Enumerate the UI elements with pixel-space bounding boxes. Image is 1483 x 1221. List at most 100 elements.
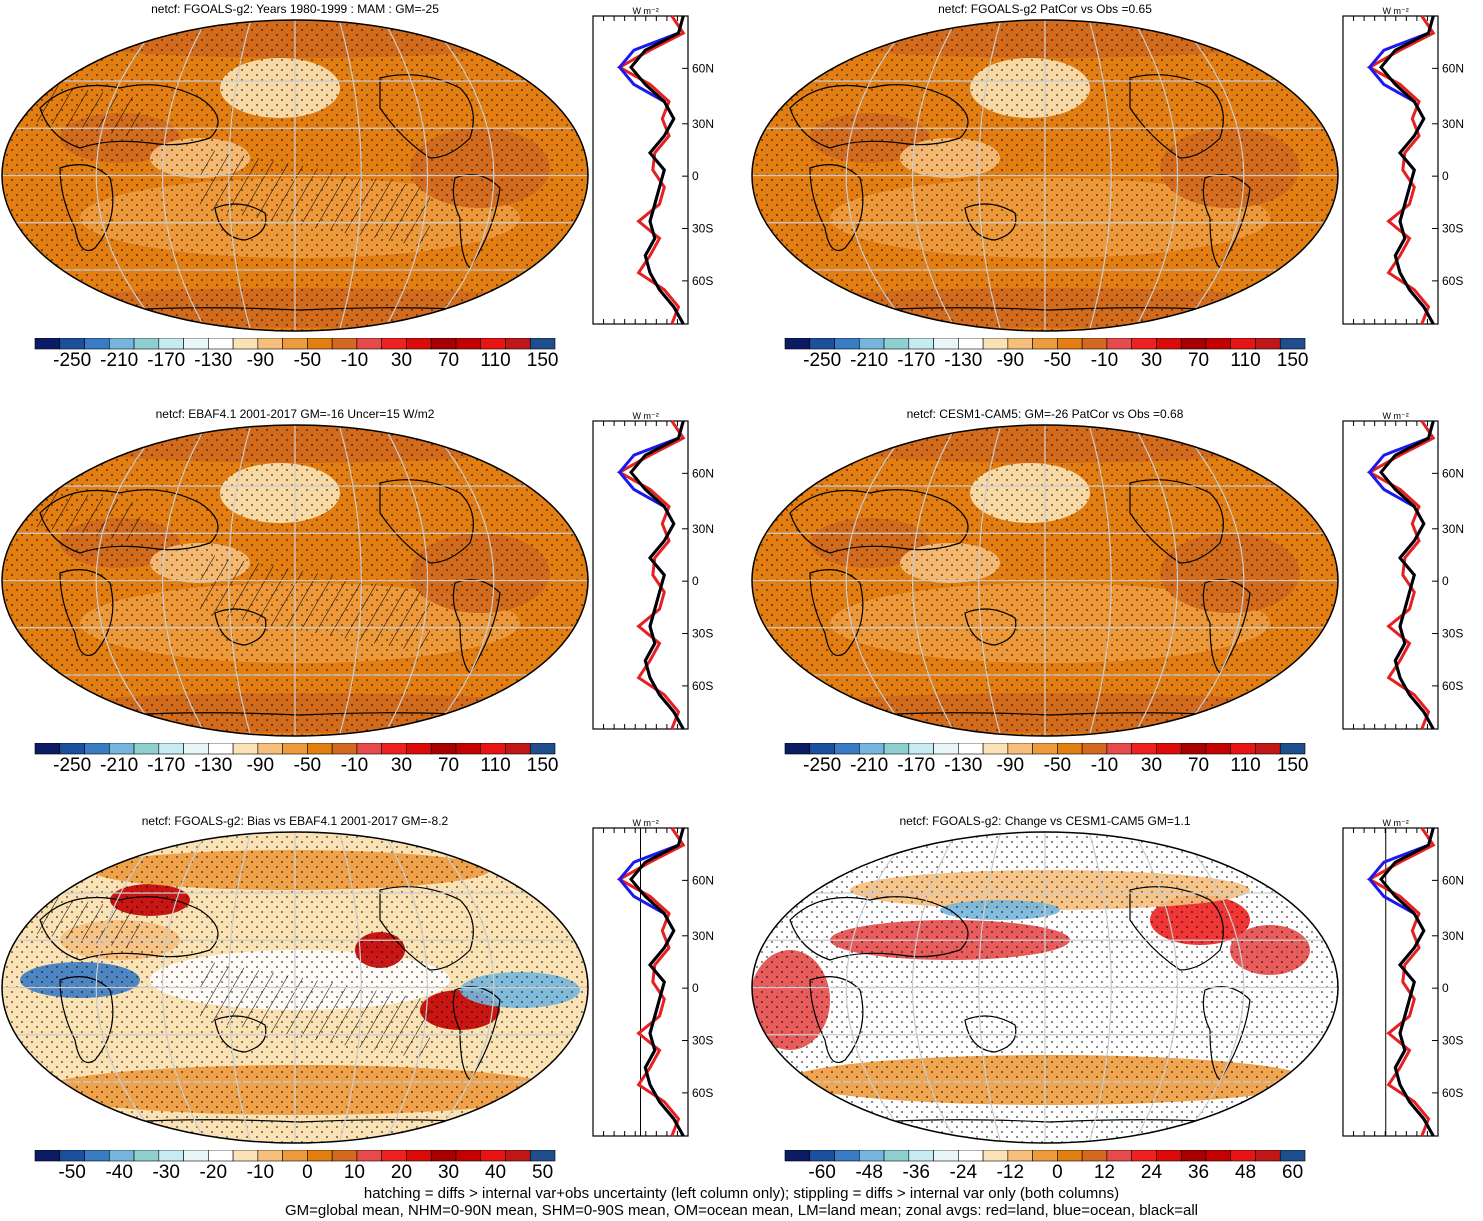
graticule — [2, 425, 588, 736]
units-label: W m⁻² — [1383, 818, 1409, 828]
colorbar-swatch — [1057, 743, 1083, 755]
colorbar-swatch — [858, 338, 885, 350]
colorbar-swatch — [381, 743, 407, 755]
colorbar-swatch — [883, 338, 910, 350]
colorbar-swatch — [108, 338, 135, 350]
latitude-label: 60S — [692, 274, 713, 288]
colorbar-swatch — [331, 338, 358, 350]
colorbar-label: -250 — [803, 755, 842, 776]
latitude-label: 60N — [1442, 466, 1464, 480]
colorbar-swatch — [1131, 338, 1157, 350]
colorbar-label: 10 — [343, 1162, 365, 1183]
colorbar-swatch — [307, 743, 333, 755]
colorbar-swatch — [982, 338, 1009, 350]
colorbar-swatch — [505, 743, 531, 755]
latitude-label: 60N — [692, 466, 714, 480]
map-border — [1, 19, 589, 332]
colorbar-swatch — [480, 743, 506, 755]
all-zonal-line — [1379, 827, 1435, 1137]
colorbar-swatch — [1180, 743, 1207, 755]
colorbar-swatch — [356, 338, 382, 350]
colorbar-label: -50 — [1043, 350, 1072, 371]
colorbar-swatch — [958, 338, 984, 350]
latitude-label: 30S — [1442, 222, 1463, 236]
colorbar-swatch — [883, 743, 910, 755]
colorbar-swatch — [232, 1150, 259, 1162]
colorbar-label: -210 — [100, 350, 139, 371]
colorbar-swatch — [1057, 338, 1083, 350]
colorbar-label: 24 — [1140, 1162, 1163, 1183]
panel-fgoals-climatology: netcf: FGOALS-g2: Years 1980-1999 : MAM … — [0, 0, 740, 400]
graticule — [752, 20, 1338, 331]
colorbar-label: -250 — [803, 350, 842, 371]
zonal-plot-frame — [1342, 420, 1439, 730]
colorbar-label: 12 — [1093, 1162, 1115, 1183]
latitude-label: 60S — [1442, 1086, 1463, 1100]
colorbar-swatch — [282, 1150, 308, 1162]
map-border — [751, 19, 1339, 332]
colorbar-label: 0 — [1052, 1162, 1063, 1183]
colorbar-label: -250 — [53, 350, 92, 371]
colorbar-label: 36 — [1187, 1162, 1210, 1183]
panel-title: netcf: EBAF4.1 2001-2017 GM=-16 Uncer=15… — [155, 407, 435, 421]
colorbar-swatch — [257, 338, 283, 350]
colorbar-swatch — [1205, 338, 1232, 350]
colorbar-label: 70 — [1187, 755, 1210, 776]
colorbar-label: -250 — [53, 755, 92, 776]
zonal-tick-label: -20 — [655, 735, 668, 736]
colorbar-swatch — [809, 1150, 835, 1162]
colorbar-label: 30 — [390, 755, 413, 776]
latitude-label: 30N — [1442, 117, 1464, 131]
zonal-mean-plot: 60N 30N 0 30S 60S W m⁻² -30 -10 10 30 — [592, 818, 714, 1143]
all-zonal-line — [1379, 420, 1435, 730]
colorbar-label: -170 — [147, 350, 186, 371]
colorbar-label: -90 — [246, 755, 275, 776]
colorbar-label: -90 — [996, 755, 1025, 776]
zonal-tick-label: 5 — [1409, 1142, 1414, 1143]
colorbar-swatch — [1007, 743, 1033, 755]
footer-line-2: GM=global mean, NHM=0-90N mean, SHM=0-90… — [284, 1202, 1198, 1219]
graticule — [752, 425, 1338, 736]
colorbar-label: -24 — [949, 1162, 978, 1183]
colorbar-swatch — [430, 743, 457, 755]
colorbar-swatch — [1057, 1150, 1083, 1162]
zonal-mean-plot: 60N 30N 0 30S 60S W m⁻² -100 -60 -20 — [1342, 6, 1464, 331]
all-zonal-line — [629, 15, 685, 325]
latitude-label: 30S — [1442, 1034, 1463, 1048]
colorbar-swatch — [84, 1150, 110, 1162]
colorbar-label: 110 — [1230, 350, 1261, 371]
units-label: W m⁻² — [633, 411, 659, 421]
zonal-tick-label: -100 — [1343, 330, 1361, 331]
colorbar-swatch — [133, 1150, 160, 1162]
colorbar-swatch — [1180, 338, 1207, 350]
colorbar-label: -50 — [293, 755, 322, 776]
colorbar — [34, 1150, 556, 1162]
colorbar-swatch — [933, 338, 959, 350]
all-zonal-line — [629, 827, 685, 1137]
colorbar-swatch — [183, 743, 209, 755]
zonal-tick-label: 30 — [663, 1142, 673, 1143]
panel-bias: netcf: FGOALS-g2: Bias vs EBAF4.1 2001-2… — [0, 812, 740, 1212]
colorbar-swatch — [1156, 1150, 1182, 1162]
panel-title: netcf: FGOALS-g2: Years 1980-1999 : MAM … — [151, 2, 439, 16]
colorbar-swatch — [858, 1150, 885, 1162]
latitude-label: 30N — [1442, 522, 1464, 536]
latitude-label: 30N — [1442, 929, 1464, 943]
colorbar-label: -60 — [808, 1162, 836, 1183]
colorbar-swatch — [455, 338, 482, 350]
zonal-plot-frame — [1342, 827, 1439, 1137]
colorbar-swatch — [34, 743, 61, 755]
colorbar-swatch — [1255, 338, 1281, 350]
colorbar-swatch — [505, 1150, 531, 1162]
colorbar-swatch — [1007, 1150, 1033, 1162]
colorbar-swatch — [1081, 743, 1108, 755]
colorbar-label: 40 — [484, 1162, 507, 1183]
colorbar-swatch — [1230, 1150, 1256, 1162]
colorbar-label: -30 — [152, 1162, 180, 1183]
colorbar-swatch — [381, 338, 407, 350]
colorbar-label: 70 — [1187, 350, 1210, 371]
colorbar-label: 150 — [526, 755, 559, 776]
zonal-tick-label: -60 — [1375, 330, 1388, 331]
colorbar-swatch — [1279, 1150, 1306, 1162]
latitude-label: 60N — [1442, 61, 1464, 75]
